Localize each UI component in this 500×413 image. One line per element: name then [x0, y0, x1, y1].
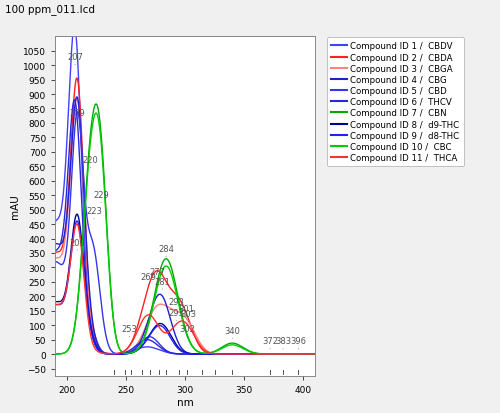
- Text: 269: 269: [140, 273, 156, 282]
- Text: 284: 284: [158, 244, 174, 253]
- Text: 383: 383: [275, 337, 291, 346]
- Text: 372: 372: [262, 337, 278, 346]
- Y-axis label: mAU: mAU: [10, 194, 20, 219]
- Text: 277: 277: [150, 267, 166, 276]
- Text: 303: 303: [180, 309, 196, 318]
- Text: 281: 281: [154, 277, 170, 286]
- Text: 100 ppm_011.lcd: 100 ppm_011.lcd: [5, 4, 95, 15]
- Text: 293: 293: [169, 298, 184, 307]
- Text: 340: 340: [224, 326, 240, 335]
- Text: 396: 396: [290, 337, 306, 346]
- Legend: Compound ID 1 /  CBDV, Compound ID 2 /  CBDA, Compound ID 3 /  CBGA, Compound ID: Compound ID 1 / CBDV, Compound ID 2 / CB…: [327, 38, 464, 167]
- Text: 229: 229: [93, 190, 109, 199]
- Text: 253: 253: [122, 325, 138, 333]
- Text: 209: 209: [70, 108, 86, 117]
- Text: 223: 223: [86, 207, 102, 216]
- Text: 220: 220: [82, 156, 98, 165]
- Text: 302: 302: [180, 325, 196, 333]
- Text: 293: 293: [169, 309, 184, 318]
- X-axis label: nm: nm: [176, 396, 194, 406]
- Text: 209: 209: [70, 238, 86, 247]
- Text: 301: 301: [178, 304, 194, 313]
- Text: 207: 207: [67, 53, 83, 62]
